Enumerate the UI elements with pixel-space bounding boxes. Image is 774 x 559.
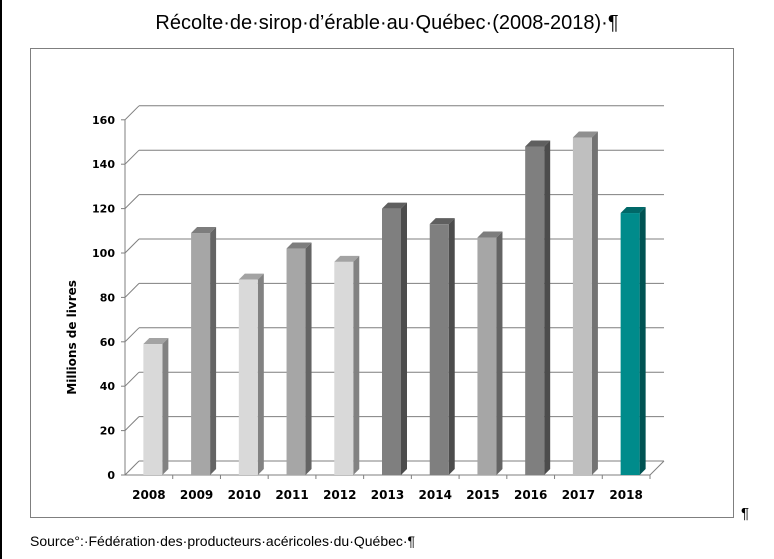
bar-side <box>210 227 217 475</box>
bar <box>572 137 592 475</box>
x-tick-label: 2014 <box>419 488 452 502</box>
bar <box>429 224 449 475</box>
y-tick-label: 80 <box>100 291 116 304</box>
page-edge <box>0 0 2 559</box>
y-tick-label: 40 <box>100 380 116 393</box>
bar-side <box>544 140 551 475</box>
bar <box>477 237 497 475</box>
x-tick-label: 2010 <box>228 488 261 502</box>
bar-top <box>191 227 217 234</box>
x-tick-label: 2008 <box>132 488 165 502</box>
y-axis-title: Millions de livres <box>65 280 79 395</box>
bar-side <box>448 218 455 475</box>
bar-side <box>257 273 264 475</box>
y-tick-label: 60 <box>100 336 116 349</box>
bar-2016 <box>525 140 551 475</box>
bar <box>238 279 258 475</box>
gridline-diagonal <box>124 371 140 387</box>
bar-side <box>353 255 360 475</box>
source-note: Source°:·Fédération·des·producteurs·acér… <box>30 533 416 549</box>
gridline-diagonal <box>124 460 140 476</box>
bar-2018 <box>620 207 646 476</box>
y-tick-label: 160 <box>92 114 115 127</box>
bar-2015 <box>477 231 503 475</box>
y-tick-label: 140 <box>92 158 115 171</box>
bar-top <box>477 231 503 238</box>
bar <box>286 248 306 475</box>
bar-top <box>143 338 169 345</box>
bar-2013 <box>382 202 407 475</box>
gridline-diagonal <box>124 283 140 298</box>
y-tick-label: 120 <box>92 203 115 216</box>
bar-2012 <box>334 255 360 475</box>
y-tick-label: 20 <box>100 425 116 438</box>
x-tick-label: 2011 <box>275 488 308 502</box>
bar-top <box>572 131 598 138</box>
bar-side <box>162 338 169 475</box>
bar <box>191 233 211 475</box>
bar <box>525 146 545 475</box>
bar <box>382 208 401 475</box>
gridline-diagonal <box>124 194 140 209</box>
paragraph-mark: ¶ <box>741 505 750 522</box>
bar <box>620 213 640 476</box>
gridline-diagonal <box>124 238 140 254</box>
bar-2009 <box>191 227 217 475</box>
bar-side <box>496 231 503 475</box>
bar-2017 <box>572 131 598 475</box>
y-tick-label: 100 <box>92 247 115 260</box>
bar-top <box>286 242 312 249</box>
x-tick-label: 2018 <box>609 488 642 502</box>
bar <box>334 261 354 475</box>
bar-top <box>238 273 264 280</box>
x-tick-label: 2009 <box>180 488 213 502</box>
floor-edge <box>649 460 665 476</box>
gridline-diagonal <box>124 149 140 165</box>
bar-2014 <box>429 218 455 475</box>
bar-side <box>305 242 312 475</box>
x-tick-label: 2017 <box>562 488 595 502</box>
bar-top <box>429 218 455 225</box>
bar-top <box>382 202 407 209</box>
x-tick-label: 2015 <box>466 488 499 502</box>
bar-top <box>525 140 551 147</box>
x-tick-label: 2012 <box>323 488 356 502</box>
x-tick-label: 2016 <box>514 488 547 502</box>
chart-title: Récolte·de·sirop·d’érable·au·Québec·(200… <box>155 12 619 34</box>
gridline-diagonal <box>124 416 140 431</box>
bar-2008 <box>143 338 169 475</box>
bar-2010 <box>238 273 264 475</box>
gridline-diagonal <box>124 327 140 343</box>
x-tick-label: 2013 <box>371 488 404 502</box>
bar <box>143 344 163 475</box>
y-tick-label: 0 <box>107 469 115 482</box>
bar-2011 <box>286 242 312 475</box>
bar-side <box>639 207 646 476</box>
chart-frame <box>30 48 734 518</box>
bar-top <box>620 207 646 214</box>
bar-side <box>591 131 598 475</box>
gridline-diagonal <box>124 105 140 121</box>
bar-side <box>401 202 407 475</box>
bar-top <box>334 255 360 262</box>
